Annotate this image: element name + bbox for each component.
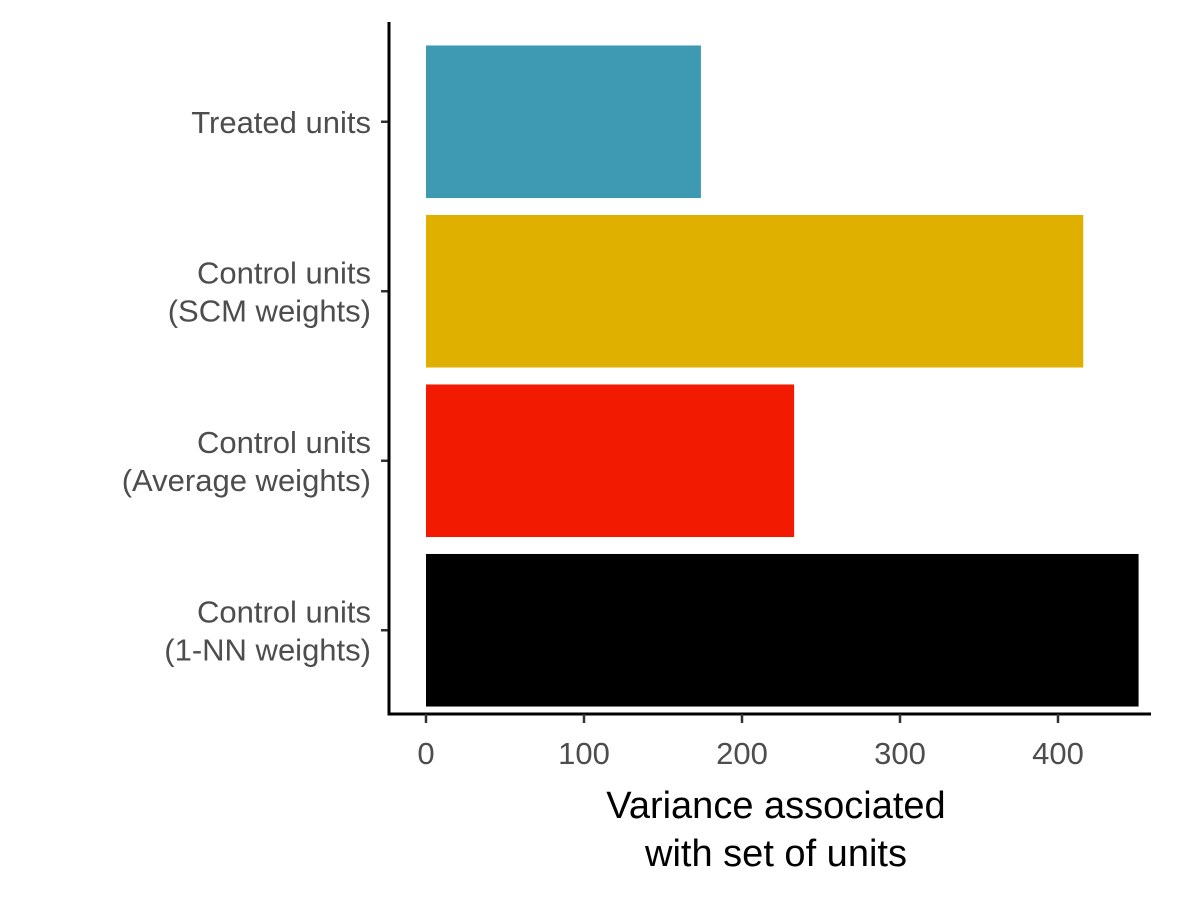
category-label-line: Treated units — [191, 105, 371, 140]
category-label-line: Control units — [197, 255, 371, 290]
bar-0 — [426, 45, 701, 199]
x-axis-title-line: Variance associated — [606, 785, 945, 827]
category-label-2: Control units (Average weights) — [122, 425, 371, 498]
category-label-line: (SCM weights) — [168, 293, 371, 328]
x-tick-label-2: 200 — [716, 736, 768, 771]
category-label-line: (Average weights) — [122, 463, 371, 498]
bar-3 — [426, 553, 1139, 707]
category-label-line: (1-NN weights) — [164, 632, 371, 667]
bar-2 — [426, 384, 795, 538]
category-label-line: Control units — [197, 594, 371, 629]
x-tick-label-3: 300 — [874, 736, 926, 771]
x-axis: 0 100 200 300 400 — [387, 712, 1151, 771]
x-axis-title: Variance associated with set of units — [606, 785, 945, 875]
x-axis-title-text: Variance associated with set of units — [606, 785, 945, 875]
category-label-0: Treated units — [191, 105, 371, 140]
category-label-1: Control units (SCM weights) — [168, 255, 371, 328]
bar-1 — [426, 214, 1084, 368]
category-label-3: Control units (1-NN weights) — [164, 594, 371, 667]
category-label-line: Control units — [197, 425, 371, 460]
x-tick-label-4: 400 — [1032, 736, 1084, 771]
x-tick-label-0: 0 — [417, 736, 434, 771]
x-axis-title-line: with set of units — [644, 833, 907, 875]
x-tick-label-1: 100 — [558, 736, 610, 771]
bars-group — [426, 45, 1139, 707]
